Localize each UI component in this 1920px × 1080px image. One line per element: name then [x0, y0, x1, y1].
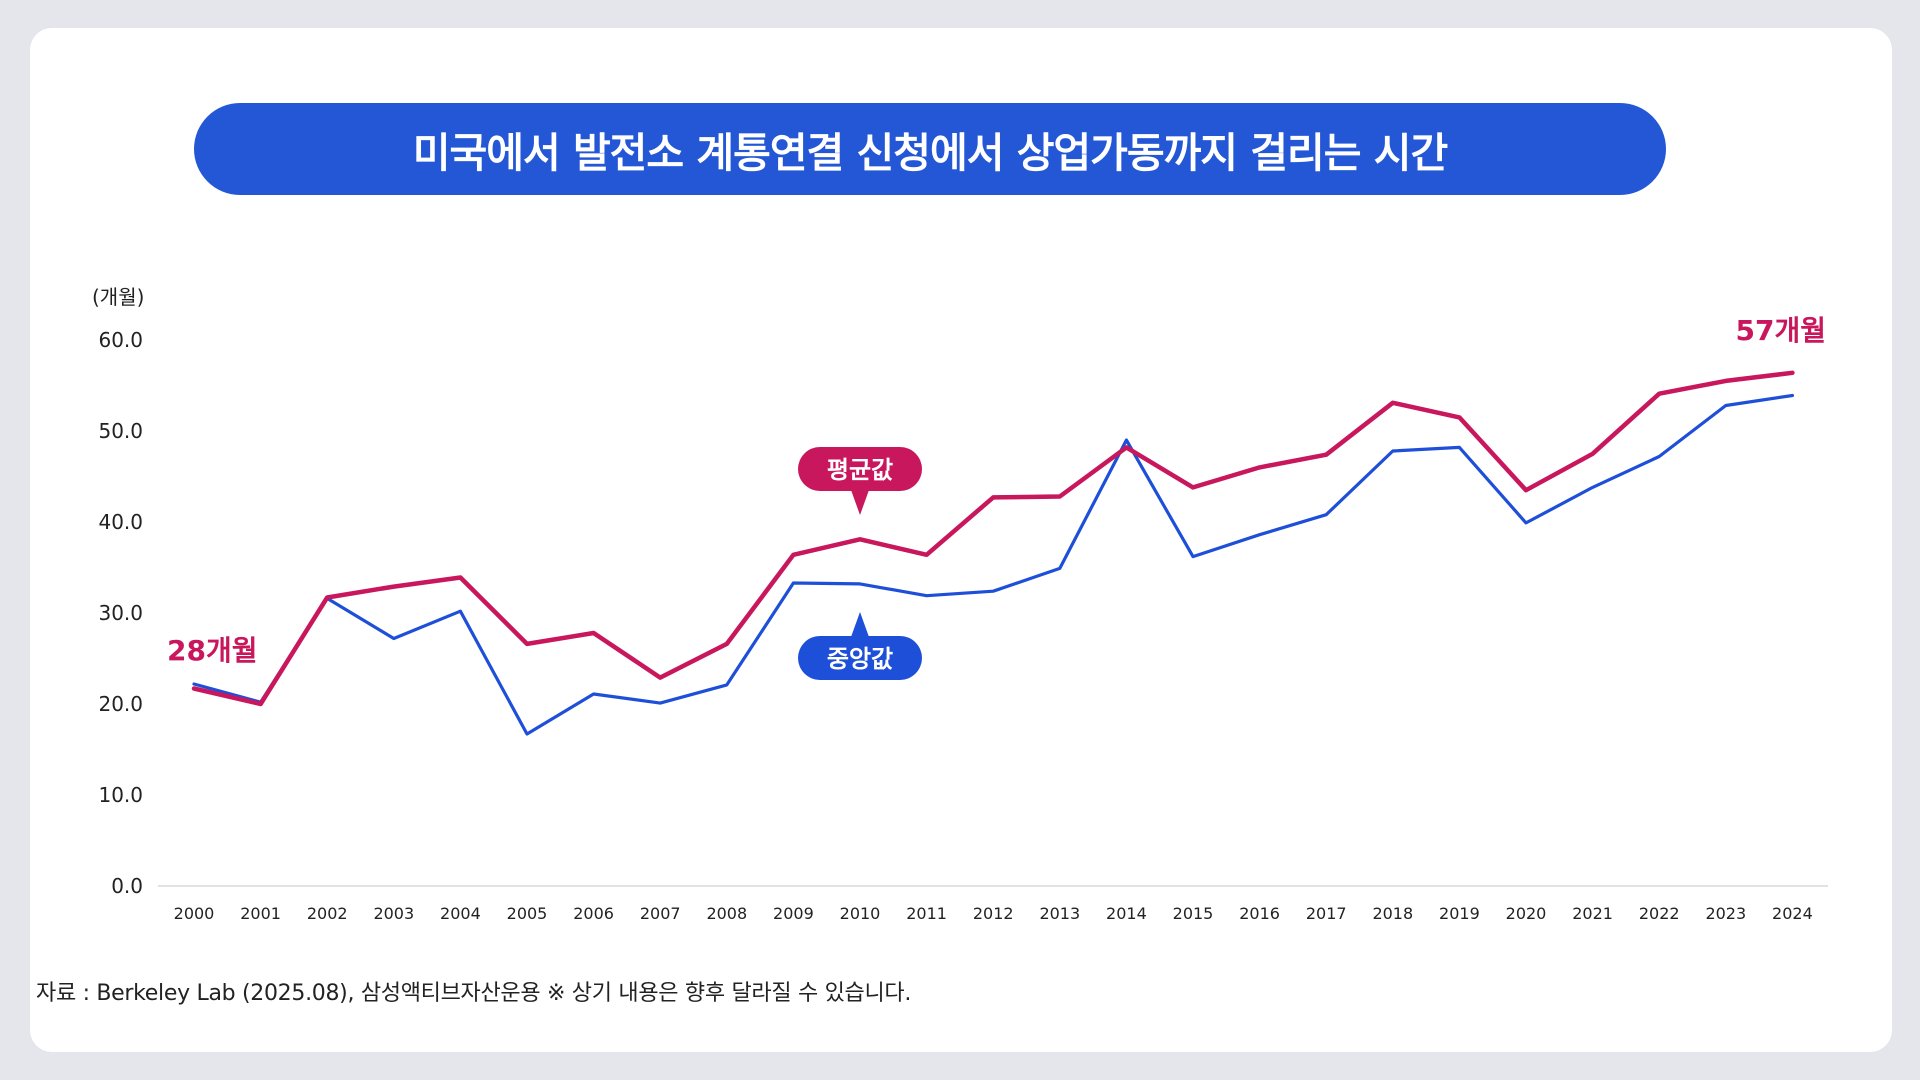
x-tick-label: 2020	[1506, 904, 1547, 923]
y-tick-label: 50.0	[98, 419, 143, 443]
x-tick-label: 2005	[507, 904, 548, 923]
mean-callout-label: 평균값	[827, 456, 893, 484]
y-tick-label: 10.0	[98, 783, 143, 807]
y-tick-label: 30.0	[98, 601, 143, 625]
x-tick-label: 2023	[1705, 904, 1746, 923]
chart-card	[30, 28, 1892, 1052]
x-tick-label: 2009	[773, 904, 814, 923]
x-tick-label: 2024	[1772, 904, 1813, 923]
start-value-label: 28개월	[167, 634, 258, 667]
x-tick-label: 2001	[240, 904, 281, 923]
mean-callout-pointer	[851, 490, 869, 515]
y-tick-label: 60.0	[98, 328, 143, 352]
x-tick-label: 2016	[1239, 904, 1280, 923]
x-tick-label: 2019	[1439, 904, 1480, 923]
x-tick-label: 2015	[1173, 904, 1214, 923]
chart-title: 미국에서 발전소 계통연결 신청에서 상업가동까지 걸리는 시간	[194, 103, 1666, 195]
mean-callout-bubble	[798, 447, 922, 491]
y-tick-label: 20.0	[98, 692, 143, 716]
x-tick-label: 2018	[1372, 904, 1413, 923]
mean-series-line	[191, 370, 1795, 707]
y-tick-label: 0.0	[111, 874, 143, 898]
y-tick-label: 40.0	[98, 510, 143, 534]
x-tick-label: 2008	[706, 904, 747, 923]
end-value-label: 57개월	[1736, 314, 1827, 347]
x-tick-label: 2003	[373, 904, 414, 923]
x-tick-label: 2013	[1039, 904, 1080, 923]
x-tick-label: 2017	[1306, 904, 1347, 923]
median-series-line	[192, 393, 1795, 736]
x-tick-label: 2004	[440, 904, 481, 923]
x-tick-label: 2010	[840, 904, 881, 923]
median-callout-bubble	[798, 636, 922, 680]
x-tick-label: 2011	[906, 904, 947, 923]
x-tick-label: 2007	[640, 904, 681, 923]
x-tick-label: 2014	[1106, 904, 1147, 923]
y-axis-unit-label: (개월)	[92, 285, 144, 309]
x-tick-label: 2006	[573, 904, 614, 923]
x-tick-label: 2022	[1639, 904, 1680, 923]
median-callout-label: 중앙값	[827, 645, 893, 673]
chart-title-text: 미국에서 발전소 계통연결 신청에서 상업가동까지 걸리는 시간	[412, 129, 1448, 177]
median-callout-pointer	[851, 612, 869, 637]
x-tick-label: 2012	[973, 904, 1014, 923]
x-tick-label: 2021	[1572, 904, 1613, 923]
x-tick-label: 2002	[307, 904, 348, 923]
x-tick-label: 2000	[174, 904, 215, 923]
source-footnote: 자료 : Berkeley Lab (2025.08), 삼성액티브자산운용 ※…	[36, 981, 912, 1006]
